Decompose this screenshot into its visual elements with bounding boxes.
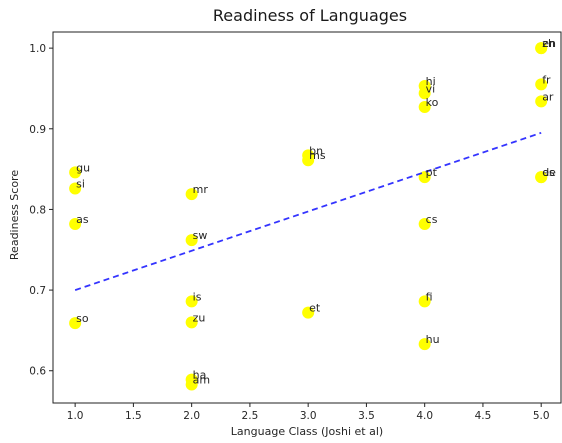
point-label-hi: hi (426, 75, 436, 88)
data-point-hu (418, 338, 431, 351)
plot-frame (52, 31, 562, 404)
point-label-is: is (193, 290, 202, 303)
point-label-ko: ko (426, 96, 439, 109)
point-label-fi: fi (426, 290, 433, 303)
data-point-ar (535, 95, 548, 108)
data-point-am (185, 378, 198, 391)
point-label-am: am (193, 373, 210, 386)
trend-line (74, 131, 542, 291)
point-label-pt: pt (426, 166, 438, 179)
point-label-si: si (76, 177, 85, 190)
point-label-en: en (542, 37, 556, 50)
data-point-fr (535, 78, 548, 91)
point-label-et: et (309, 302, 321, 315)
x-tick-label: 5.0 (533, 410, 550, 422)
data-point-pt (418, 171, 431, 184)
point-label-mr: mr (193, 183, 209, 196)
y-tick-label: 0.7 (29, 285, 46, 297)
y-tick-label: 0.6 (29, 366, 46, 378)
x-tick-label: 3.5 (358, 410, 375, 422)
data-point-cs (418, 217, 431, 230)
point-label-hu: hu (426, 333, 440, 346)
point-label-ha: ha (193, 369, 207, 382)
x-tick-label: 4.0 (416, 410, 433, 422)
x-axis-title: Language Class (Joshi et al) (231, 425, 383, 438)
point-label-sw: sw (193, 229, 208, 242)
point-label-de: de (542, 166, 556, 179)
point-label-cs: cs (426, 213, 438, 226)
data-point-et (302, 306, 315, 319)
data-point-is (185, 295, 198, 308)
point-label-vi: vi (426, 82, 436, 95)
point-label-so: so (76, 312, 89, 325)
point-label-ar: ar (542, 90, 554, 103)
x-tick-label: 2.0 (183, 410, 200, 422)
y-axis-title: Readiness Score (8, 170, 21, 260)
point-label-es: es (542, 166, 555, 179)
y-tick-label: 0.8 (29, 204, 46, 216)
data-point-si (69, 182, 82, 195)
point-label-ms: ms (309, 149, 326, 162)
point-label-as: as (76, 213, 89, 226)
x-tick-label: 2.5 (242, 410, 259, 422)
data-point-as (69, 217, 82, 230)
x-tick-label: 1.0 (67, 410, 84, 422)
chart-title: Readiness of Languages (213, 6, 407, 25)
point-label-bn: bn (309, 144, 323, 157)
point-label-gu: gu (76, 161, 90, 174)
data-point-fi (418, 295, 431, 308)
y-tick-label: 0.9 (29, 124, 46, 136)
data-point-sw (185, 234, 198, 247)
data-point-so (69, 317, 82, 330)
data-point-zu (185, 316, 198, 329)
point-label-zh: zh (542, 37, 555, 50)
data-point-mr (185, 188, 198, 201)
point-label-fr: fr (542, 73, 551, 86)
data-point-zh (535, 42, 548, 55)
y-tick-label: 1.0 (29, 43, 46, 55)
point-label-zu: zu (193, 311, 206, 324)
x-tick-label: 1.5 (125, 410, 142, 422)
data-point-ms (302, 154, 315, 167)
data-point-ko (418, 101, 431, 114)
data-point-vi (418, 87, 431, 100)
data-point-gu (69, 166, 82, 179)
x-tick-label: 3.0 (300, 410, 317, 422)
data-point-es (535, 171, 548, 184)
x-tick-label: 4.5 (475, 410, 492, 422)
